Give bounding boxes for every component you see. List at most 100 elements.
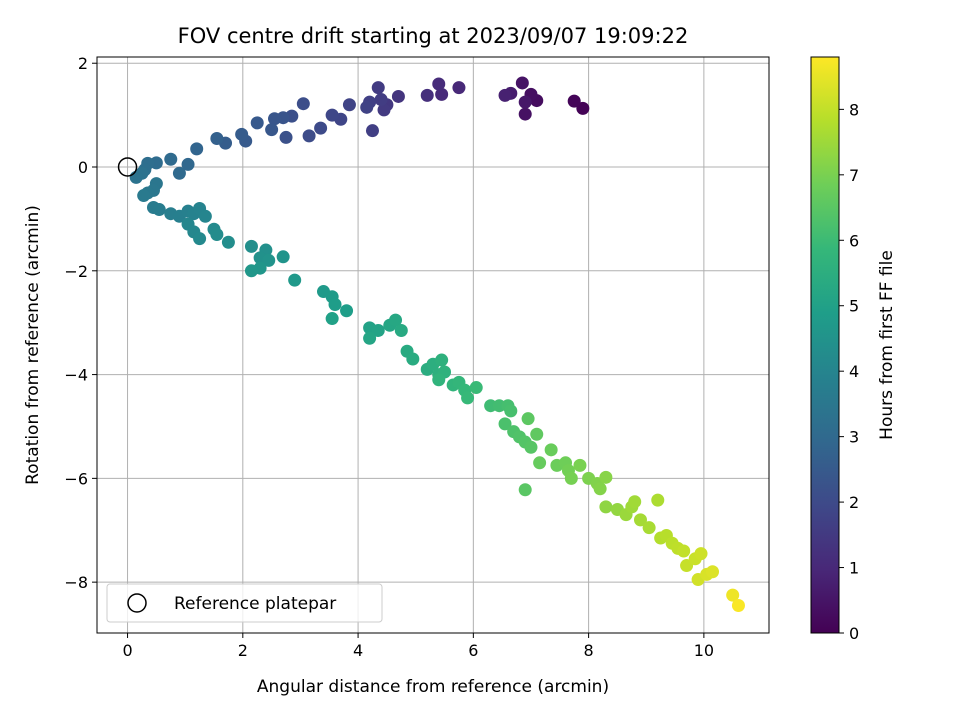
data-point [435, 87, 449, 101]
data-point [210, 227, 224, 241]
data-point [435, 353, 449, 367]
legend: Reference platepar [106, 583, 383, 623]
x-tick-label: 8 [584, 641, 594, 660]
x-axis-label: Angular distance from reference (arcmin) [257, 677, 609, 697]
chart-title: FOV centre drift starting at 2023/09/07 … [178, 24, 689, 48]
y-tick-label: 2 [78, 54, 88, 73]
data-point [288, 273, 302, 287]
data-point [469, 381, 483, 395]
data-point [731, 598, 745, 612]
legend-label-reference: Reference platepar [174, 594, 336, 614]
data-point [389, 313, 403, 327]
data-point [137, 189, 151, 203]
data-point [279, 130, 293, 144]
x-tick-label: 6 [468, 641, 478, 660]
data-point [504, 404, 518, 418]
data-point [515, 76, 529, 90]
data-point [576, 101, 590, 115]
colorbar-tick-label: 2 [849, 493, 859, 512]
data-point [518, 483, 532, 497]
y-axis-ticks: 2 0 −2 −4 −6 −8 [64, 54, 97, 592]
y-axis-label: Rotation from reference (arcmin) [23, 205, 43, 485]
data-point [420, 88, 434, 102]
y-tick-label: −6 [64, 469, 88, 488]
data-point [276, 250, 290, 264]
data-point [432, 77, 446, 91]
y-tick-label: −8 [64, 573, 88, 592]
data-point [325, 108, 339, 122]
data-point [190, 142, 204, 156]
y-tick-label: −4 [64, 366, 88, 385]
data-point [365, 124, 379, 138]
data-point [221, 235, 235, 249]
data-point [564, 471, 578, 485]
data-point [452, 81, 466, 95]
data-point [642, 521, 656, 535]
x-tick-label: 10 [694, 641, 714, 660]
data-point [314, 121, 328, 135]
colorbar-tick-label: 6 [849, 231, 859, 250]
legend-marker-reference [127, 593, 147, 613]
data-point [360, 100, 374, 114]
data-point [268, 112, 282, 126]
colorbar-tick-label: 5 [849, 297, 859, 316]
data-point [193, 232, 207, 246]
x-tick-label: 4 [353, 641, 363, 660]
data-point [164, 152, 178, 166]
data-point [302, 129, 316, 143]
data-point [544, 443, 558, 457]
data-point [633, 513, 647, 527]
data-point [244, 264, 258, 278]
data-points [129, 76, 745, 612]
data-point [694, 547, 708, 561]
data-point [391, 89, 405, 103]
data-point [432, 373, 446, 387]
data-point [371, 323, 385, 337]
data-point [325, 312, 339, 326]
data-point [210, 131, 224, 145]
colorbar-tick-label: 8 [849, 100, 859, 119]
colorbar-tick-label: 4 [849, 362, 859, 381]
data-point [262, 253, 276, 267]
data-point [152, 203, 166, 217]
reference-marker [117, 157, 138, 177]
data-point [198, 209, 212, 223]
data-point [651, 493, 665, 507]
data-point [244, 239, 258, 253]
data-point [518, 107, 532, 121]
data-point [461, 391, 475, 405]
data-point [250, 116, 264, 130]
y-tick-label: 0 [78, 158, 88, 177]
grid [97, 57, 769, 633]
data-point [498, 417, 512, 431]
data-point [567, 94, 581, 108]
data-point [363, 331, 377, 345]
data-point [371, 81, 385, 95]
x-tick-label: 0 [122, 641, 132, 660]
data-point [172, 166, 186, 180]
data-point [296, 97, 310, 111]
x-tick-label: 2 [238, 641, 248, 660]
data-point [521, 412, 535, 426]
data-point [129, 170, 143, 184]
data-point [235, 127, 249, 141]
data-point [706, 565, 720, 579]
plot-frame [96, 56, 770, 634]
data-point [265, 123, 279, 137]
data-point [530, 427, 544, 441]
data-point [599, 470, 613, 484]
data-point [374, 93, 388, 107]
colorbar-label: Hours from first FF file [877, 250, 897, 440]
data-point [533, 456, 547, 470]
data-point [340, 304, 354, 318]
colorbar-tick-label: 3 [849, 428, 859, 447]
x-axis-ticks: 0 2 4 6 8 10 [122, 633, 714, 660]
data-point [394, 323, 408, 337]
colorbar-ticks: 0 1 2 3 4 5 6 7 8 [839, 100, 859, 643]
colorbar [810, 56, 840, 634]
data-point [328, 298, 342, 312]
data-point [406, 352, 420, 366]
data-point [377, 103, 391, 117]
data-point [726, 588, 740, 602]
